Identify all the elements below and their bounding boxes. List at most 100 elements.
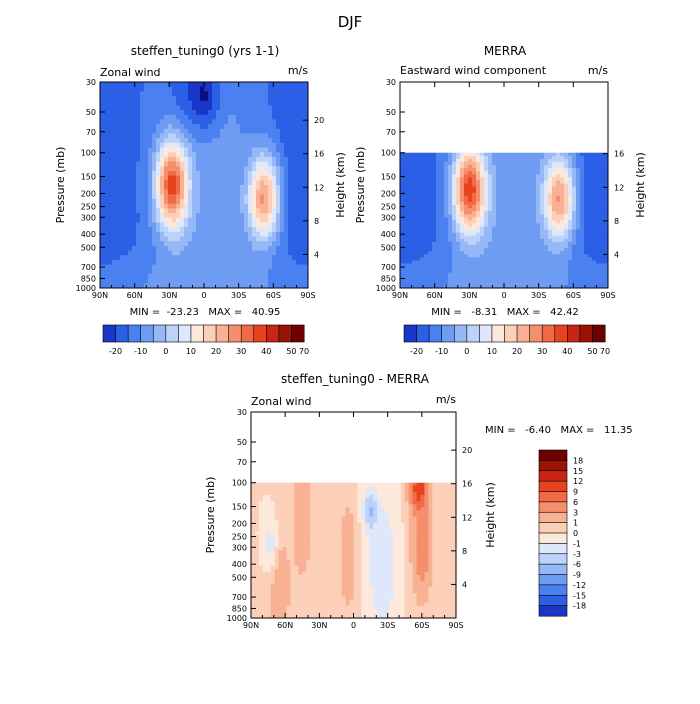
field-cell [440,177,445,181]
field-cell [576,220,581,224]
field-cell [251,603,255,607]
field-cell [544,273,549,277]
field-cell [172,162,177,167]
field-cell [552,159,557,163]
field-cell [108,204,113,209]
field-cell [224,162,229,167]
field-cell [216,129,221,134]
field-cell [272,162,277,167]
field-cell [528,162,533,166]
field-cell [560,156,565,160]
field-cell [140,260,145,265]
field-cell [508,227,513,231]
field-cell [496,260,501,264]
field-cell [156,265,161,270]
field-cell [464,236,469,240]
field-cell [592,223,597,227]
y-tick-label: 700 [81,263,96,272]
field-cell [444,205,449,209]
field-cell [204,110,209,115]
field-cell [536,165,541,169]
field-cell [260,260,265,265]
field-cell [424,159,429,163]
field-cell [267,513,271,517]
field-cell [404,165,409,169]
field-cell [248,148,253,153]
field-cell [440,254,445,258]
field-cell [492,233,497,237]
field-cell [456,282,461,286]
field-cell [564,196,569,200]
field-cell [440,248,445,252]
field-cell [263,517,267,521]
field-cell [180,91,185,96]
field-cell [436,282,441,286]
field-cell [584,171,589,175]
field-cell [104,143,109,148]
field-cell [256,138,261,143]
field-cell [416,180,421,184]
field-cell [263,560,267,564]
field-cell [596,214,601,218]
field-cell [280,82,285,87]
field-cell [136,148,141,153]
field-cell [140,227,145,232]
field-cell [259,532,263,536]
field-cell [568,205,573,209]
field-cell [140,213,145,218]
field-cell [104,101,109,106]
field-cell [560,202,565,206]
field-cell [224,157,229,162]
field-cell [296,82,301,87]
y2-tick-label: 12 [614,183,624,192]
field-cell [240,82,245,87]
field-cell [116,241,121,246]
field-cell [484,174,489,178]
field-cell [564,257,569,261]
field-cell [104,180,109,185]
field-cell [500,245,505,249]
field-cell [484,177,489,181]
field-cell [204,260,209,265]
field-cell [156,105,161,110]
field-cell [220,204,225,209]
field-cell [552,187,557,191]
field-cell [572,177,577,181]
field-cell [252,222,257,227]
field-cell [264,251,269,256]
field-cell [596,193,601,197]
field-cell [560,171,565,175]
field-cell [160,274,165,279]
field-cell [452,187,457,191]
field-cell [504,177,509,181]
field-cell [164,143,169,148]
field-cell [412,180,417,184]
field-cell [432,217,437,221]
field-cell [280,148,285,153]
field-cell [424,193,429,197]
field-cell [251,495,255,499]
field-cell [172,274,177,279]
field-cell [440,279,445,283]
field-cell [572,187,577,191]
field-cell [267,550,271,554]
field-cell [272,260,277,265]
field-cell [124,237,129,242]
field-cell [100,162,105,167]
field-cell [516,248,521,252]
field-cell [592,239,597,243]
field-cell [180,171,185,176]
field-cell [112,265,117,270]
field-cell [300,82,305,87]
field-cell [263,600,267,604]
field-cell [256,115,261,120]
field-cell [600,159,605,163]
field-cell [560,276,565,280]
field-cell [248,251,253,256]
field-cell [508,276,513,280]
field-cell [584,205,589,209]
field-cell [488,165,493,169]
field-cell [552,153,557,157]
field-cell [592,236,597,240]
field-cell [132,171,137,176]
